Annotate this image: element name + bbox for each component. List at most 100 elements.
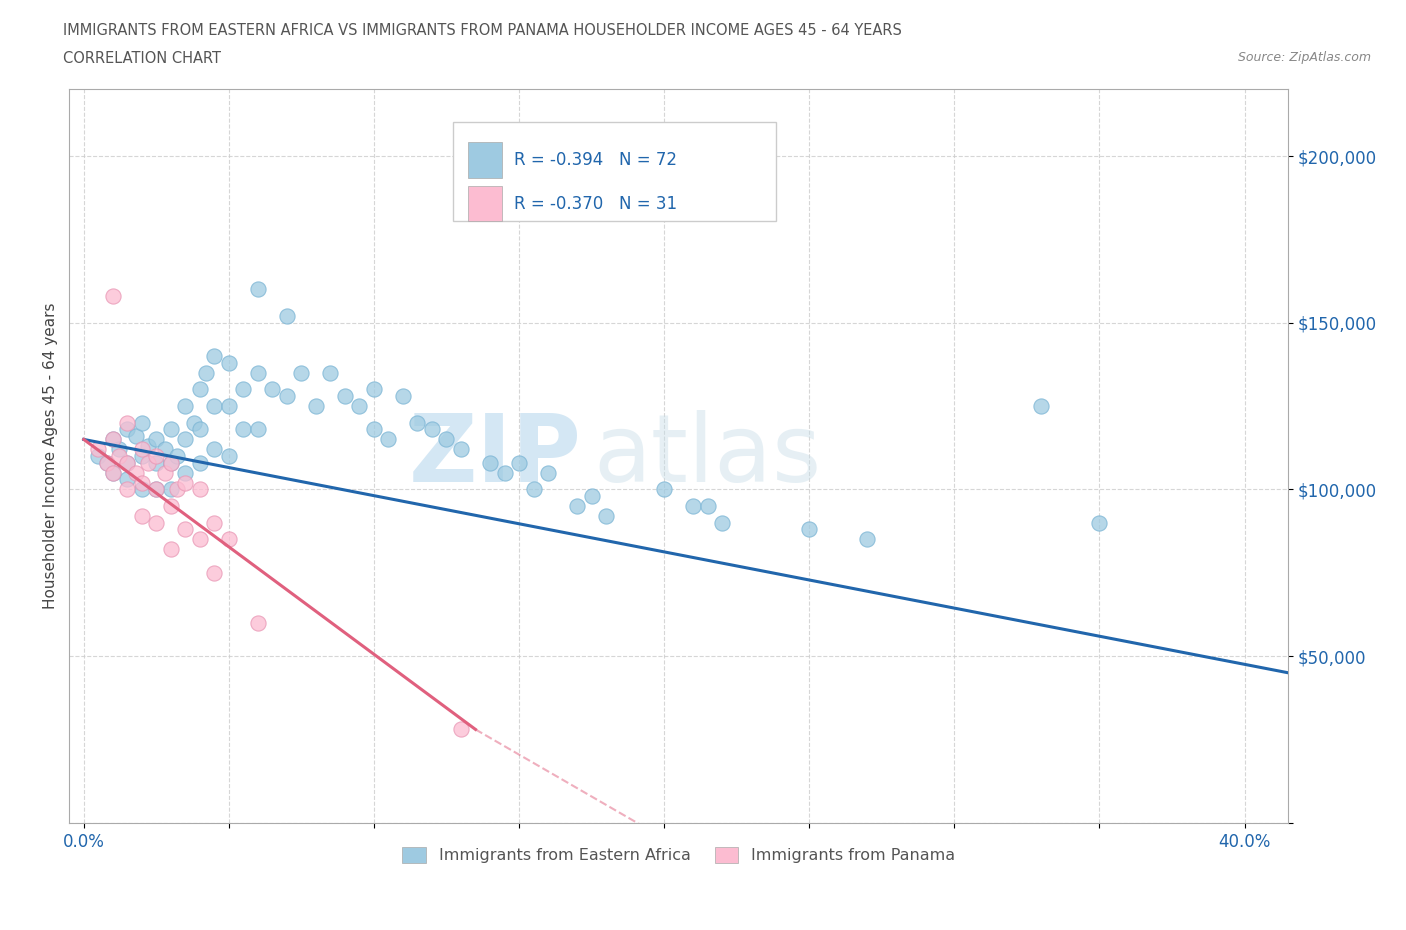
Point — [262, 382, 284, 397]
Point — [202, 442, 225, 457]
Text: IMMIGRANTS FROM EASTERN AFRICA VS IMMIGRANTS FROM PANAMA HOUSEHOLDER INCOME AGES: IMMIGRANTS FROM EASTERN AFRICA VS IMMIGR… — [63, 23, 903, 38]
Point — [436, 432, 458, 446]
Point — [117, 482, 139, 497]
Point — [96, 456, 118, 471]
Point — [377, 432, 399, 446]
Point — [218, 448, 240, 463]
Point — [188, 382, 211, 397]
Bar — [468, 186, 502, 221]
Point — [188, 422, 211, 437]
Point — [145, 515, 167, 530]
Point — [696, 498, 718, 513]
Point — [174, 475, 197, 490]
Text: CORRELATION CHART: CORRELATION CHART — [63, 51, 221, 66]
Point — [595, 509, 617, 524]
Point — [117, 416, 139, 431]
Point — [406, 416, 429, 431]
Point — [194, 365, 217, 380]
Point — [290, 365, 312, 380]
Text: ZIP: ZIP — [408, 410, 581, 502]
Point — [183, 416, 205, 431]
Point — [218, 355, 240, 370]
Point — [420, 422, 443, 437]
Bar — [468, 142, 502, 178]
Point — [319, 365, 342, 380]
Point — [131, 448, 153, 463]
Point — [202, 565, 225, 580]
Point — [136, 456, 159, 471]
Point — [522, 482, 544, 497]
Y-axis label: Householder Income Ages 45 - 64 years: Householder Income Ages 45 - 64 years — [44, 303, 58, 609]
Point — [131, 442, 153, 457]
Point — [1088, 515, 1111, 530]
Point — [218, 399, 240, 414]
Point — [101, 465, 124, 480]
Point — [174, 432, 197, 446]
Point — [117, 456, 139, 471]
Point — [450, 722, 472, 737]
Point — [107, 442, 129, 457]
Point — [131, 509, 153, 524]
Point — [159, 498, 181, 513]
Point — [101, 465, 124, 480]
Point — [131, 482, 153, 497]
Point — [652, 482, 675, 497]
Point — [188, 532, 211, 547]
Point — [159, 542, 181, 557]
Point — [101, 288, 124, 303]
Point — [87, 448, 110, 463]
Point — [188, 456, 211, 471]
Point — [363, 382, 385, 397]
Point — [96, 456, 118, 471]
Text: atlas: atlas — [593, 410, 821, 502]
Point — [174, 465, 197, 480]
Point — [856, 532, 879, 547]
Point — [246, 616, 269, 631]
Text: Source: ZipAtlas.com: Source: ZipAtlas.com — [1237, 51, 1371, 64]
Point — [117, 456, 139, 471]
Point — [333, 389, 356, 404]
Point — [117, 422, 139, 437]
Point — [101, 432, 124, 446]
Point — [159, 456, 181, 471]
Point — [125, 429, 148, 444]
Point — [799, 522, 821, 537]
Point — [392, 389, 415, 404]
Point — [246, 422, 269, 437]
Point — [202, 399, 225, 414]
Point — [1031, 399, 1053, 414]
Point — [159, 422, 181, 437]
Point — [107, 448, 129, 463]
Point — [188, 482, 211, 497]
Point — [159, 456, 181, 471]
Text: R = -0.394   N = 72: R = -0.394 N = 72 — [515, 151, 678, 169]
Point — [202, 515, 225, 530]
Point — [218, 532, 240, 547]
Legend: Immigrants from Eastern Africa, Immigrants from Panama: Immigrants from Eastern Africa, Immigran… — [395, 841, 962, 870]
Point — [174, 522, 197, 537]
Point — [565, 498, 588, 513]
Point — [276, 389, 298, 404]
Point — [363, 422, 385, 437]
Point — [145, 482, 167, 497]
Point — [305, 399, 328, 414]
Point — [349, 399, 371, 414]
Point — [166, 482, 188, 497]
Point — [246, 282, 269, 297]
Point — [246, 365, 269, 380]
Point — [494, 465, 516, 480]
Point — [145, 432, 167, 446]
Point — [276, 309, 298, 324]
Point — [508, 456, 530, 471]
Point — [581, 488, 603, 503]
Point — [145, 448, 167, 463]
Point — [202, 349, 225, 364]
Point — [232, 422, 254, 437]
Point — [117, 472, 139, 487]
Point — [537, 465, 560, 480]
Bar — [453, 123, 776, 221]
Point — [136, 439, 159, 454]
Point — [145, 482, 167, 497]
Point — [479, 456, 502, 471]
Point — [153, 465, 176, 480]
